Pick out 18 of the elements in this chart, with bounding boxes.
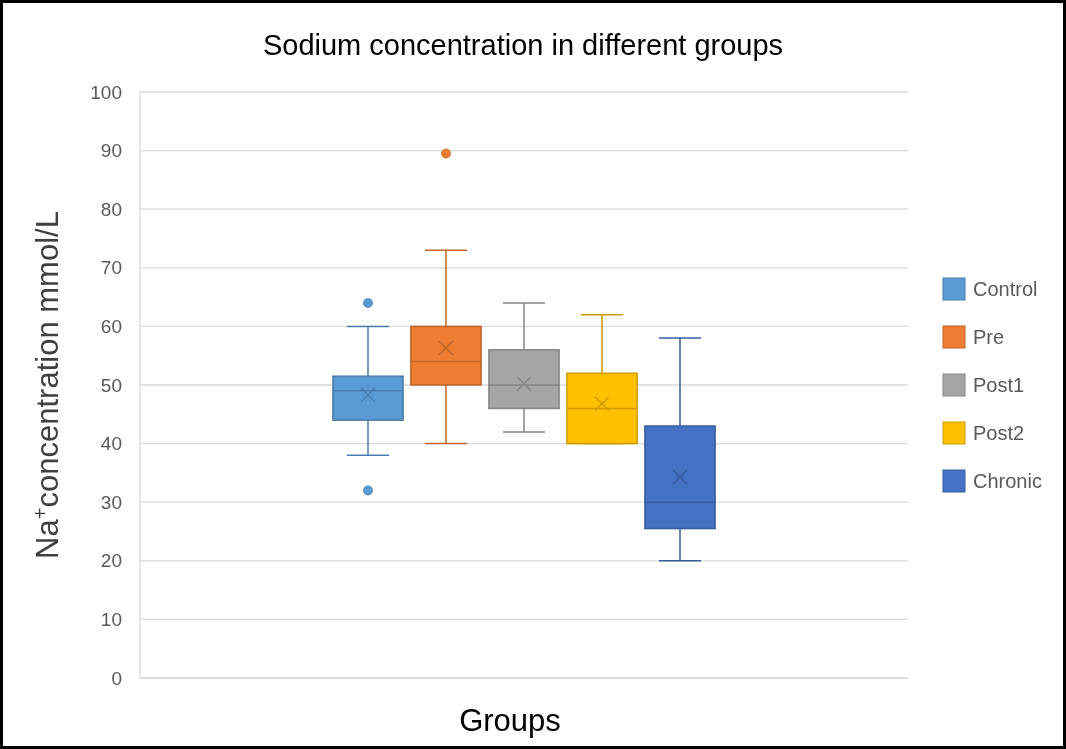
- y-tick-label: 100: [90, 81, 122, 103]
- legend-label: Pre: [973, 326, 1005, 348]
- legend-label: Post1: [973, 374, 1025, 396]
- y-tick-label: 40: [100, 433, 122, 455]
- y-tick-label: 60: [100, 316, 122, 338]
- y-tick-label: 80: [100, 198, 122, 220]
- legend-label: Control: [973, 278, 1038, 300]
- y-tick-label: 70: [100, 257, 122, 279]
- legend-label: Post2: [973, 422, 1025, 444]
- y-tick-label: 0: [111, 667, 122, 689]
- y-tick-label: 90: [100, 140, 122, 162]
- x-axis-title: Groups: [459, 703, 561, 738]
- y-tick-label: 10: [100, 609, 122, 631]
- y-tick-label: 20: [100, 550, 122, 572]
- legend-label: Chronic: [973, 470, 1042, 492]
- y-tick-label: 50: [100, 374, 122, 396]
- chart-title: Sodium concentration in different groups: [262, 29, 784, 61]
- y-tick-label: 30: [100, 491, 122, 513]
